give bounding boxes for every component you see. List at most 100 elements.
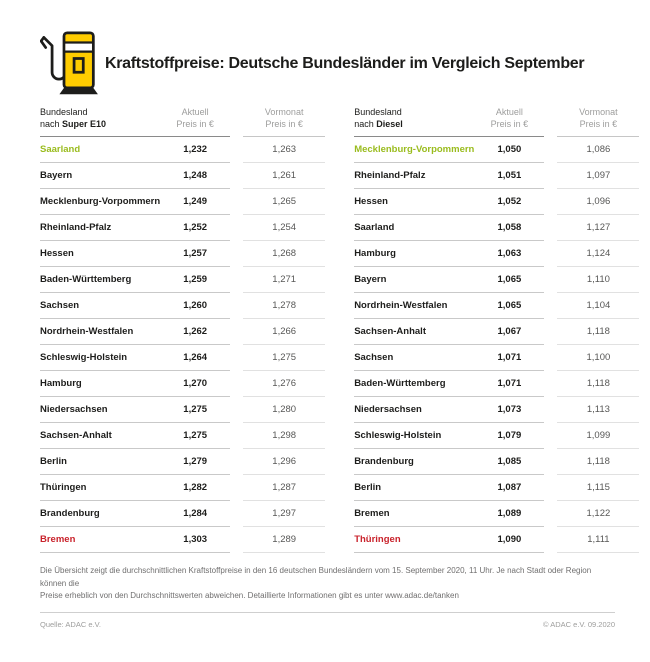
previous-price: 1,268 (243, 241, 326, 267)
state-name: Schleswig-Holstein (40, 352, 128, 363)
previous-price: 1,097 (557, 163, 640, 189)
previous-price: 1,254 (243, 215, 326, 241)
current-price: 1,067 (497, 326, 522, 337)
current-price: 1,079 (497, 430, 522, 441)
footer-divider (40, 611, 615, 613)
table-row: Nordrhein-Westfalen 1,262 1,266 (40, 319, 326, 345)
previous-price: 1,280 (243, 397, 326, 423)
previous-price: 1,124 (557, 241, 640, 267)
table-row: Baden-Württemberg 1,071 1,118 (354, 371, 640, 397)
footnote-line1: Die Übersicht zeigt die durchschnittlich… (40, 566, 592, 588)
current-price: 1,303 (183, 534, 208, 545)
table-row: Niedersachsen 1,073 1,113 (354, 397, 640, 423)
previous-price: 1,287 (243, 475, 326, 501)
current-price: 1,052 (497, 196, 522, 207)
previous-price: 1,266 (243, 319, 326, 345)
current-price: 1,248 (183, 170, 208, 181)
table-row: Hessen 1,052 1,096 (354, 189, 640, 215)
previous-price: 1,278 (243, 293, 326, 319)
price-table-diesel: Bundesland nach Diesel Aktuell Preis in … (354, 107, 640, 553)
current-price: 1,282 (183, 482, 208, 493)
previous-price: 1,265 (243, 189, 326, 215)
state-name: Nordrhein-Westfalen (354, 300, 448, 311)
table-row: Bayern 1,248 1,261 (40, 163, 326, 189)
current-price: 1,089 (497, 508, 522, 519)
col-header-region-line1: Bundesland (40, 107, 88, 117)
table-row: Sachsen 1,071 1,100 (354, 345, 640, 371)
table-row: Schleswig-Holstein 1,264 1,275 (40, 345, 326, 371)
table-row: Brandenburg 1,085 1,118 (354, 449, 640, 475)
current-price: 1,275 (183, 430, 208, 441)
col-header-current: Aktuell Preis in € (490, 107, 529, 129)
state-name: Rheinland-Pfalz (40, 222, 112, 233)
state-name: Brandenburg (40, 508, 100, 519)
tables-container: Bundesland nach Super E10 Aktuell Preis … (40, 107, 640, 553)
current-price: 1,275 (183, 404, 208, 415)
previous-price: 1,297 (243, 501, 326, 527)
current-price: 1,090 (497, 534, 522, 545)
state-name: Nordrhein-Westfalen (40, 326, 134, 337)
current-price: 1,063 (497, 248, 522, 259)
col-header-previous: Vormonat Preis in € (557, 107, 640, 137)
price-table-super-e10: Bundesland nach Super E10 Aktuell Preis … (40, 107, 326, 553)
current-price: 1,065 (497, 300, 522, 311)
previous-price: 1,122 (557, 501, 640, 527)
state-name: Hamburg (40, 378, 82, 389)
previous-price: 1,296 (243, 449, 326, 475)
table-row: Brandenburg 1,284 1,297 (40, 501, 326, 527)
state-name: Niedersachsen (40, 404, 108, 415)
current-price: 1,085 (497, 456, 522, 467)
table-header: Bundesland nach Diesel Aktuell Preis in … (354, 107, 640, 137)
state-name: Baden-Württemberg (40, 274, 132, 285)
table-row: Berlin 1,279 1,296 (40, 449, 326, 475)
table-row: Bayern 1,065 1,110 (354, 267, 640, 293)
table-row: Sachsen-Anhalt 1,067 1,118 (354, 319, 640, 345)
table-row: Bremen 1,089 1,122 (354, 501, 640, 527)
current-price: 1,259 (183, 274, 208, 285)
previous-price: 1,263 (243, 137, 326, 163)
current-price: 1,071 (497, 352, 522, 363)
state-name: Berlin (354, 482, 382, 493)
table-row: Niedersachsen 1,275 1,280 (40, 397, 326, 423)
table-row: Saarland 1,232 1,263 (40, 137, 326, 163)
state-name: Rheinland-Pfalz (354, 170, 426, 181)
footer: Die Übersicht zeigt die durchschnittlich… (40, 565, 615, 629)
footnote-line2: Preise erheblich von den Durchschnittswe… (40, 591, 459, 600)
previous-price: 1,100 (557, 345, 640, 371)
previous-price: 1,110 (557, 267, 640, 293)
state-name: Mecklenburg-Vorpommern (354, 144, 475, 155)
state-name: Saarland (40, 144, 81, 155)
source-label: Quelle: ADAC e.V. (40, 619, 102, 629)
table-row: Bremen 1,303 1,289 (40, 527, 326, 553)
footnote: Die Übersicht zeigt die durchschnittlich… (40, 565, 615, 603)
state-name: Sachsen-Anhalt (40, 430, 112, 441)
fuel-pump-icon (40, 31, 98, 95)
state-name: Hessen (354, 196, 388, 207)
col-header-fuel-name: Diesel (376, 118, 403, 129)
previous-price: 1,261 (243, 163, 326, 189)
table-header: Bundesland nach Super E10 Aktuell Preis … (40, 107, 326, 137)
state-name: Bayern (354, 274, 387, 285)
previous-price: 1,289 (243, 527, 326, 553)
current-price: 1,071 (497, 378, 522, 389)
table-row: Mecklenburg-Vorpommern 1,050 1,086 (354, 137, 640, 163)
table-row: Rheinland-Pfalz 1,252 1,254 (40, 215, 326, 241)
state-name: Niedersachsen (354, 404, 422, 415)
page-title: Kraftstoffpreise: Deutsche Bundesländer … (105, 55, 585, 72)
previous-price: 1,104 (557, 293, 640, 319)
table-row: Hamburg 1,270 1,276 (40, 371, 326, 397)
state-name: Bremen (40, 534, 76, 545)
table-row: Berlin 1,087 1,115 (354, 475, 640, 501)
current-price: 1,249 (183, 196, 208, 207)
table-row: Sachsen 1,260 1,278 (40, 293, 326, 319)
table-row: Hamburg 1,063 1,124 (354, 241, 640, 267)
current-price: 1,270 (183, 378, 208, 389)
col-header-region: Bundesland nach Super E10 (40, 107, 160, 130)
state-name: Schleswig-Holstein (354, 430, 442, 441)
previous-price: 1,275 (243, 345, 326, 371)
state-name: Thüringen (354, 534, 401, 545)
current-price: 1,252 (183, 222, 208, 233)
state-name: Hessen (40, 248, 74, 259)
current-price: 1,058 (497, 222, 522, 233)
